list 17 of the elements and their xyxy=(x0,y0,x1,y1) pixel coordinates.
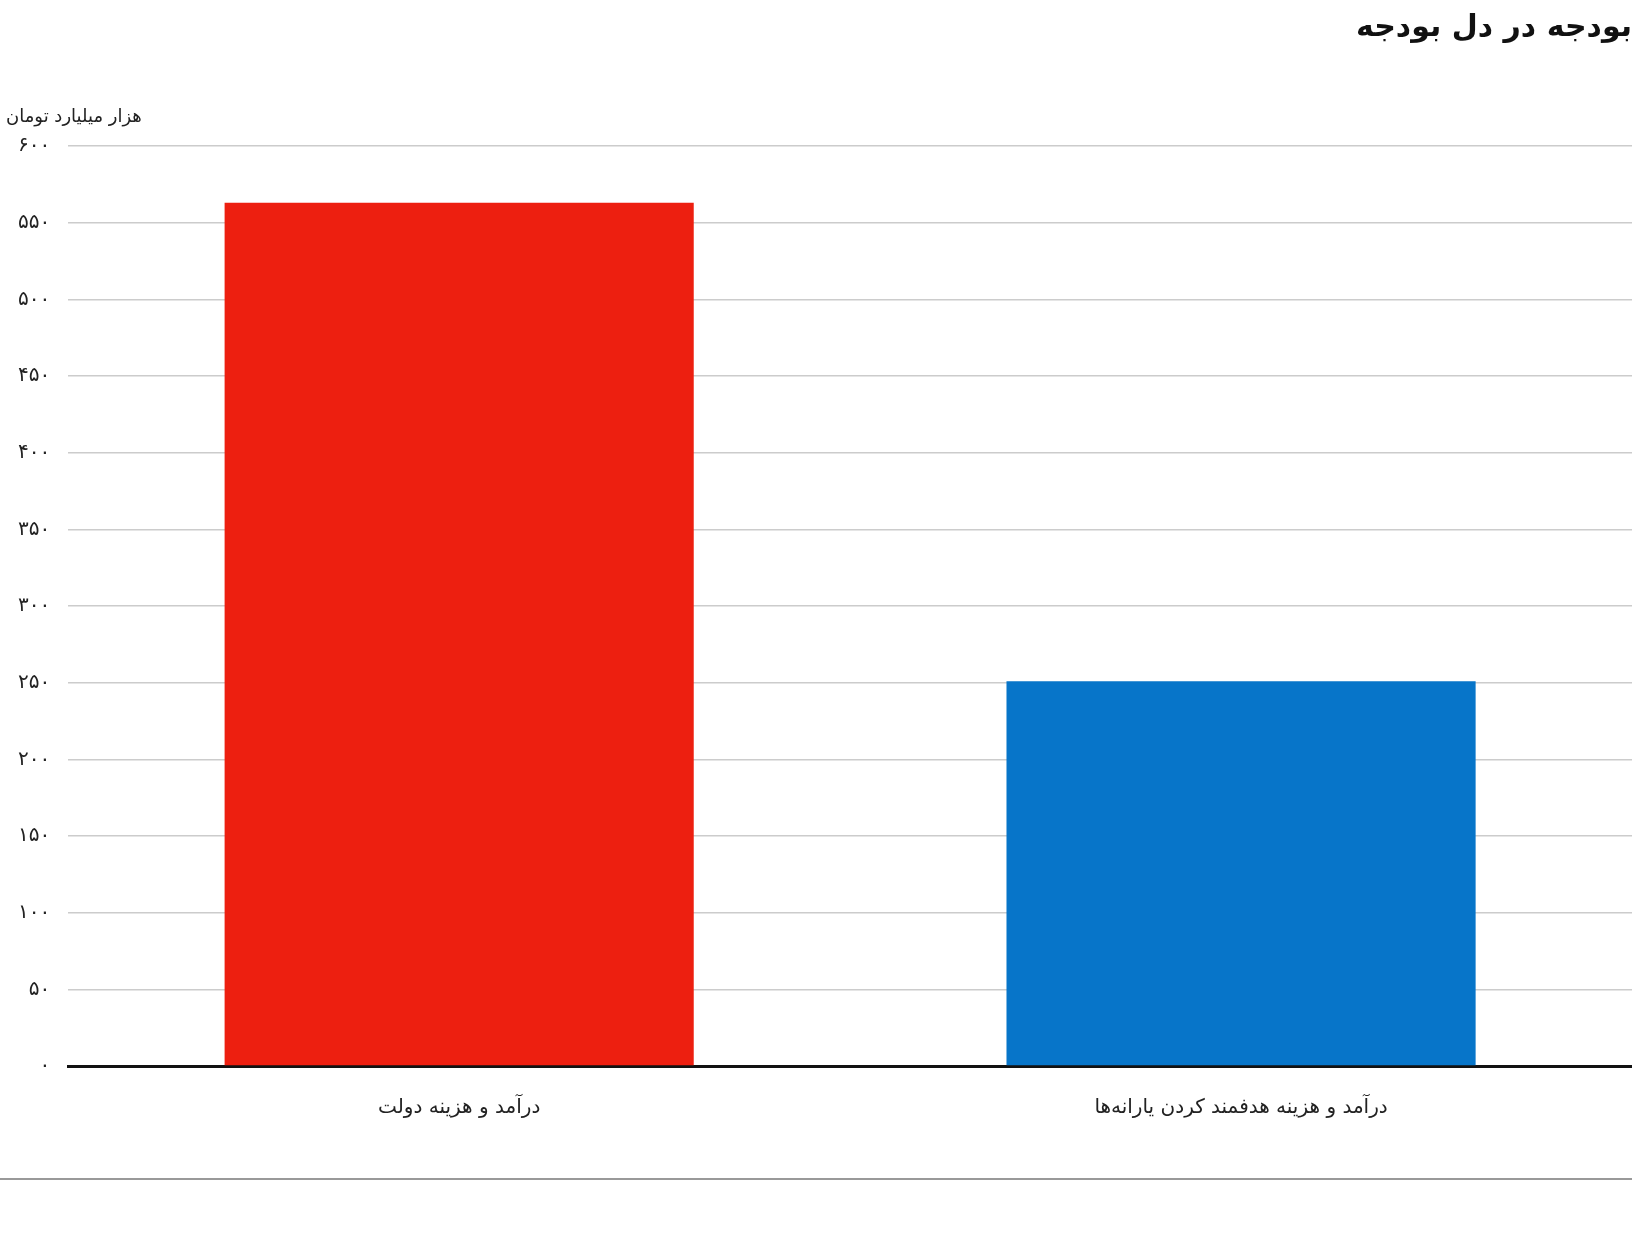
y-tick-label: ۳۵۰ xyxy=(17,515,51,540)
y-tick-label: ۲۰۰ xyxy=(17,745,51,770)
y-tick-label: ۱۰۰ xyxy=(17,898,51,923)
y-tick-label: ۰ xyxy=(39,1052,51,1077)
x-tick-label: درآمد و هزینه هدفمند کردن یارانه‌ها xyxy=(1094,1093,1388,1119)
y-tick-label: ۵۰۰ xyxy=(17,285,51,310)
y-tick-label: ۳۰۰ xyxy=(17,592,51,617)
chart-title: بودجه در دل بودجه xyxy=(1356,7,1632,43)
y-tick-label: ۴۵۰ xyxy=(17,362,51,387)
y-tick-label: ۴۰۰ xyxy=(17,438,51,463)
y-tick-label: ۱۵۰ xyxy=(17,822,51,847)
x-tick-label: درآمد و هزینه دولت xyxy=(378,1093,541,1119)
y-tick-label: ۶۰۰ xyxy=(17,132,51,157)
y-tick-label: ۵۵۰ xyxy=(17,208,51,233)
y-tick-label: ۲۵۰ xyxy=(17,668,51,693)
y-tick-label: ۵۰ xyxy=(28,975,51,1000)
y-axis-title: هزار میلیارد تومان xyxy=(6,104,142,127)
